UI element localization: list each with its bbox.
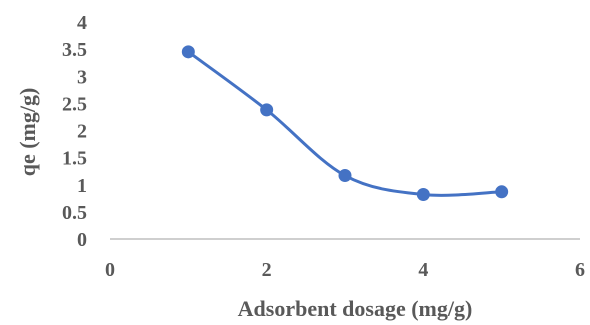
y-tick-label: 0 xyxy=(77,229,87,251)
y-tick-label: 2 xyxy=(77,121,87,143)
x-tick-label: 2 xyxy=(262,259,272,281)
data-point xyxy=(181,45,195,59)
y-tick-label: 4 xyxy=(77,12,87,34)
data-point xyxy=(495,185,509,199)
y-tick-label: 3 xyxy=(77,66,87,88)
data-point xyxy=(416,188,430,202)
y-tick-label: 1 xyxy=(77,175,87,197)
data-point xyxy=(260,103,274,117)
x-tick-label: 4 xyxy=(418,259,428,281)
y-axis-ticks: 0 0.5 1 1.5 2 2.5 3 3.5 4 xyxy=(62,12,87,251)
y-tick-label: 0.5 xyxy=(62,202,87,224)
x-axis-ticks: 0 2 4 6 xyxy=(105,259,585,281)
data-point xyxy=(338,169,352,183)
y-tick-label: 3.5 xyxy=(62,39,87,61)
x-tick-label: 0 xyxy=(105,259,115,281)
series-points xyxy=(181,45,509,202)
x-tick-label: 6 xyxy=(575,259,585,281)
y-axis-title: qe (mg/g) xyxy=(15,88,40,177)
x-axis-title: Adsorbent dosage (mg/g) xyxy=(238,296,473,321)
y-tick-label: 2.5 xyxy=(62,93,87,115)
y-tick-label: 1.5 xyxy=(62,148,87,170)
